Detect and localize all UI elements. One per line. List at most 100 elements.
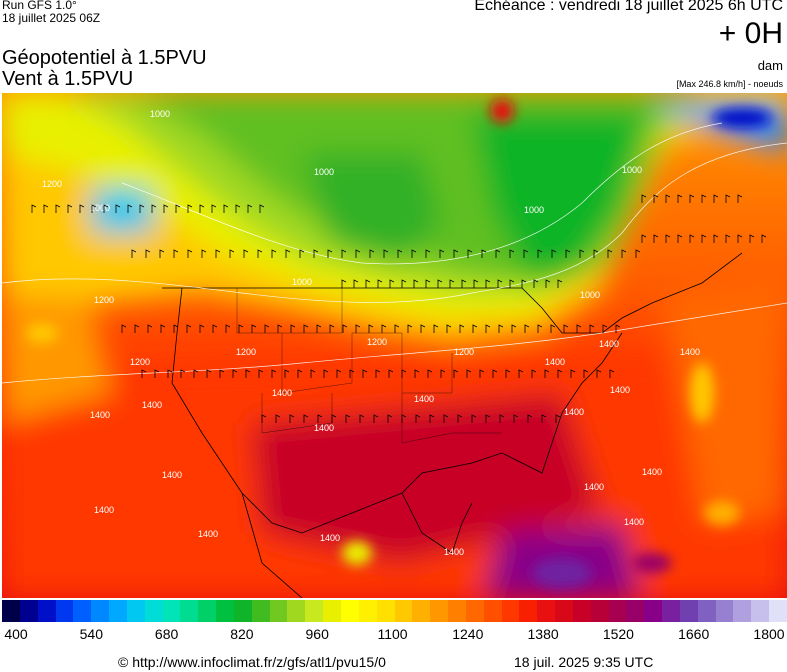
geopotential-field	[2, 93, 787, 598]
wind-barb	[199, 204, 205, 213]
color-scale-swatch	[2, 600, 21, 622]
wind-barb	[677, 234, 683, 243]
wind-barb	[187, 204, 193, 213]
map-subtitle: Vent à 1.5PVU	[2, 68, 134, 90]
wind-barb	[131, 249, 137, 258]
contour-label: 1400	[610, 385, 630, 395]
wind-barb	[362, 369, 368, 378]
color-scale-swatch	[162, 600, 181, 622]
wind-barb	[761, 234, 767, 243]
wind-barb	[199, 324, 205, 333]
max-wind-label: [Max 246.8 km/h] - noeuds	[676, 79, 783, 89]
wind-barb	[355, 249, 361, 258]
color-scale-swatch	[180, 600, 199, 622]
wind-barb	[313, 249, 319, 258]
color-scale-swatch	[376, 600, 395, 622]
color-scale-tick: 820	[230, 626, 254, 642]
wind-barb	[467, 249, 473, 258]
contour-label: 1200	[367, 337, 387, 347]
wind-barb	[303, 324, 309, 333]
color-scale-swatch	[448, 600, 467, 622]
wind-barb	[235, 204, 241, 213]
wind-barb	[537, 324, 543, 333]
contour-label: 1400	[642, 467, 662, 477]
color-scale-swatch	[251, 600, 271, 622]
wind-barb	[737, 194, 743, 203]
contour-label: 1400	[599, 339, 619, 349]
wind-barb	[453, 369, 459, 378]
wind-barb	[461, 279, 467, 288]
wind-barb	[665, 234, 671, 243]
color-scale-tick: 1380	[527, 626, 559, 642]
wind-barb	[602, 324, 608, 333]
unit-label: dam	[757, 58, 783, 73]
wind-barb	[243, 249, 249, 258]
wind-barb	[368, 324, 374, 333]
color-scale-swatch	[519, 600, 538, 622]
wind-barb	[383, 249, 389, 258]
color-scale-swatch	[216, 600, 235, 622]
wind-barb	[492, 369, 498, 378]
contour-label: 1000	[150, 109, 170, 119]
wind-barb	[342, 324, 348, 333]
color-scale-swatch	[19, 600, 39, 622]
color-scale-tick: 1100	[377, 626, 408, 642]
wind-barb	[576, 324, 582, 333]
wind-barb	[725, 194, 731, 203]
contour-label: 1400	[584, 482, 604, 492]
wind-barb	[557, 369, 563, 378]
wind-barb	[439, 249, 445, 258]
wind-barb	[277, 324, 283, 333]
color-scale-swatch	[733, 600, 752, 622]
wind-barb	[498, 324, 504, 333]
wind-barb	[665, 194, 671, 203]
wind-barb	[446, 324, 452, 333]
color-scale-swatch	[697, 600, 717, 622]
wind-barb	[513, 414, 519, 423]
wind-barb	[261, 414, 267, 423]
color-scale-swatch	[269, 600, 288, 622]
contour-label: 1000	[622, 165, 642, 175]
wind-barb	[365, 279, 371, 288]
wind-barb	[471, 414, 477, 423]
wind-barb	[583, 369, 589, 378]
color-scale-swatch	[109, 600, 128, 622]
wind-barb	[145, 249, 151, 258]
wind-barb	[345, 414, 351, 423]
color-scale-tick: 1240	[452, 626, 484, 642]
color-scale-swatch	[91, 600, 110, 622]
wind-barb	[310, 369, 316, 378]
wind-barb	[473, 279, 479, 288]
color-scale-swatch	[198, 600, 217, 622]
wind-barb	[579, 249, 585, 258]
contour-label: 1400	[142, 400, 162, 410]
state-borders	[236, 288, 502, 444]
wind-barb	[127, 204, 133, 213]
contour-label: 1400	[198, 529, 218, 539]
contour-label: 1400	[90, 410, 110, 420]
wind-barb	[387, 414, 393, 423]
wind-barb	[466, 369, 472, 378]
wind-barb	[299, 249, 305, 258]
wind-barb	[175, 204, 181, 213]
wind-barb	[557, 279, 563, 288]
wind-barb	[701, 234, 707, 243]
wind-barb	[290, 324, 296, 333]
generation-timestamp: 18 juil. 2025 9:35 UTC	[514, 654, 654, 670]
wind-barb	[289, 414, 295, 423]
wind-barb	[413, 279, 419, 288]
wind-barb	[481, 249, 487, 258]
wind-barb	[443, 414, 449, 423]
color-scale-swatch	[126, 600, 146, 622]
wind-barb	[521, 279, 527, 288]
wind-barb	[394, 324, 400, 333]
wind-barb	[411, 249, 417, 258]
wind-barb	[381, 324, 387, 333]
wind-barb	[225, 324, 231, 333]
color-scale-swatch	[394, 600, 413, 622]
contour-label: 1400	[162, 470, 182, 480]
color-scale-swatch	[662, 600, 681, 622]
wind-barb	[401, 279, 407, 288]
wind-barb	[472, 324, 478, 333]
wind-barb	[341, 279, 347, 288]
